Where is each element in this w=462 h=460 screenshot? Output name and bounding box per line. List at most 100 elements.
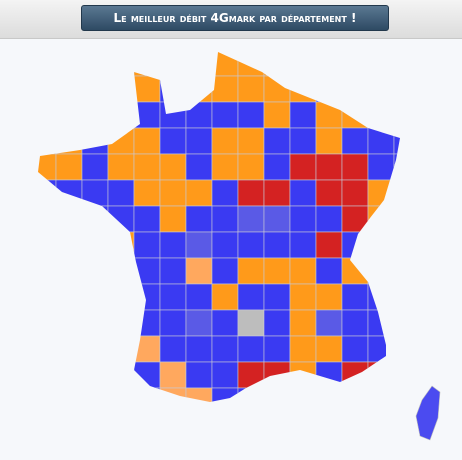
department[interactable] xyxy=(55,153,83,181)
department[interactable] xyxy=(133,335,161,363)
department[interactable] xyxy=(211,101,239,129)
department[interactable] xyxy=(341,50,369,77)
department[interactable] xyxy=(367,361,395,389)
department[interactable] xyxy=(185,101,213,129)
department[interactable] xyxy=(263,179,291,207)
department[interactable] xyxy=(55,179,83,207)
department[interactable] xyxy=(81,231,109,259)
department[interactable] xyxy=(30,127,57,155)
department[interactable] xyxy=(237,335,265,363)
department[interactable] xyxy=(30,231,57,259)
department[interactable] xyxy=(133,153,161,181)
department[interactable] xyxy=(133,231,161,259)
department[interactable] xyxy=(159,335,187,363)
department[interactable] xyxy=(393,231,420,259)
department[interactable] xyxy=(393,153,420,181)
department[interactable] xyxy=(367,231,395,259)
department[interactable] xyxy=(315,309,343,337)
department[interactable] xyxy=(289,50,317,77)
department[interactable] xyxy=(55,335,83,363)
department[interactable] xyxy=(367,387,395,414)
department[interactable] xyxy=(211,205,239,233)
department[interactable] xyxy=(81,335,109,363)
department[interactable] xyxy=(81,75,109,103)
department[interactable] xyxy=(367,179,395,207)
department[interactable] xyxy=(159,283,187,311)
department[interactable] xyxy=(185,205,213,233)
department[interactable] xyxy=(211,335,239,363)
department[interactable] xyxy=(237,283,265,311)
department[interactable] xyxy=(185,335,213,363)
department[interactable] xyxy=(211,231,239,259)
department[interactable] xyxy=(315,335,343,363)
department[interactable] xyxy=(107,257,135,285)
department[interactable] xyxy=(289,179,317,207)
department[interactable] xyxy=(341,335,369,363)
department[interactable] xyxy=(81,387,109,414)
department[interactable] xyxy=(237,127,265,155)
department[interactable] xyxy=(263,101,291,129)
department[interactable] xyxy=(30,179,57,207)
department[interactable] xyxy=(315,361,343,389)
department[interactable] xyxy=(341,127,369,155)
department[interactable] xyxy=(237,205,265,233)
department[interactable] xyxy=(30,387,57,414)
department[interactable] xyxy=(341,361,369,389)
department[interactable] xyxy=(289,309,317,337)
department[interactable] xyxy=(341,101,369,129)
department[interactable] xyxy=(393,127,420,155)
department[interactable] xyxy=(315,283,343,311)
department[interactable] xyxy=(367,283,395,311)
department[interactable] xyxy=(367,257,395,285)
department[interactable] xyxy=(30,101,57,129)
department[interactable] xyxy=(133,309,161,337)
department[interactable] xyxy=(341,387,369,414)
department[interactable] xyxy=(30,153,57,181)
department[interactable] xyxy=(81,127,109,155)
department[interactable] xyxy=(81,179,109,207)
department[interactable] xyxy=(30,283,57,311)
department[interactable] xyxy=(315,387,343,414)
department[interactable] xyxy=(263,387,291,414)
department[interactable] xyxy=(159,179,187,207)
department[interactable] xyxy=(237,101,265,129)
department[interactable] xyxy=(30,205,57,233)
department[interactable] xyxy=(289,335,317,363)
department[interactable] xyxy=(133,387,161,414)
department[interactable] xyxy=(133,179,161,207)
department[interactable] xyxy=(185,387,213,414)
department[interactable] xyxy=(315,257,343,285)
department[interactable] xyxy=(393,361,420,389)
department[interactable] xyxy=(133,75,161,103)
department[interactable] xyxy=(237,50,265,77)
department[interactable] xyxy=(263,309,291,337)
department[interactable] xyxy=(263,50,291,77)
department[interactable] xyxy=(315,127,343,155)
department[interactable] xyxy=(211,75,239,103)
department[interactable] xyxy=(237,75,265,103)
department[interactable] xyxy=(393,335,420,363)
department[interactable] xyxy=(211,50,239,77)
department[interactable] xyxy=(315,231,343,259)
department[interactable] xyxy=(315,205,343,233)
department[interactable] xyxy=(159,231,187,259)
department[interactable] xyxy=(185,50,213,77)
department[interactable] xyxy=(55,257,83,285)
department[interactable] xyxy=(107,153,135,181)
department[interactable] xyxy=(393,387,420,414)
department[interactable] xyxy=(263,153,291,181)
department[interactable] xyxy=(341,257,369,285)
department[interactable] xyxy=(393,75,420,103)
department[interactable] xyxy=(159,205,187,233)
department[interactable] xyxy=(393,50,420,77)
department[interactable] xyxy=(393,101,420,129)
department[interactable] xyxy=(159,309,187,337)
department[interactable] xyxy=(55,309,83,337)
department[interactable] xyxy=(341,231,369,259)
department[interactable] xyxy=(289,101,317,129)
department[interactable] xyxy=(237,387,265,414)
department[interactable] xyxy=(367,75,395,103)
department[interactable] xyxy=(367,50,395,77)
department[interactable] xyxy=(30,309,57,337)
department[interactable] xyxy=(341,309,369,337)
